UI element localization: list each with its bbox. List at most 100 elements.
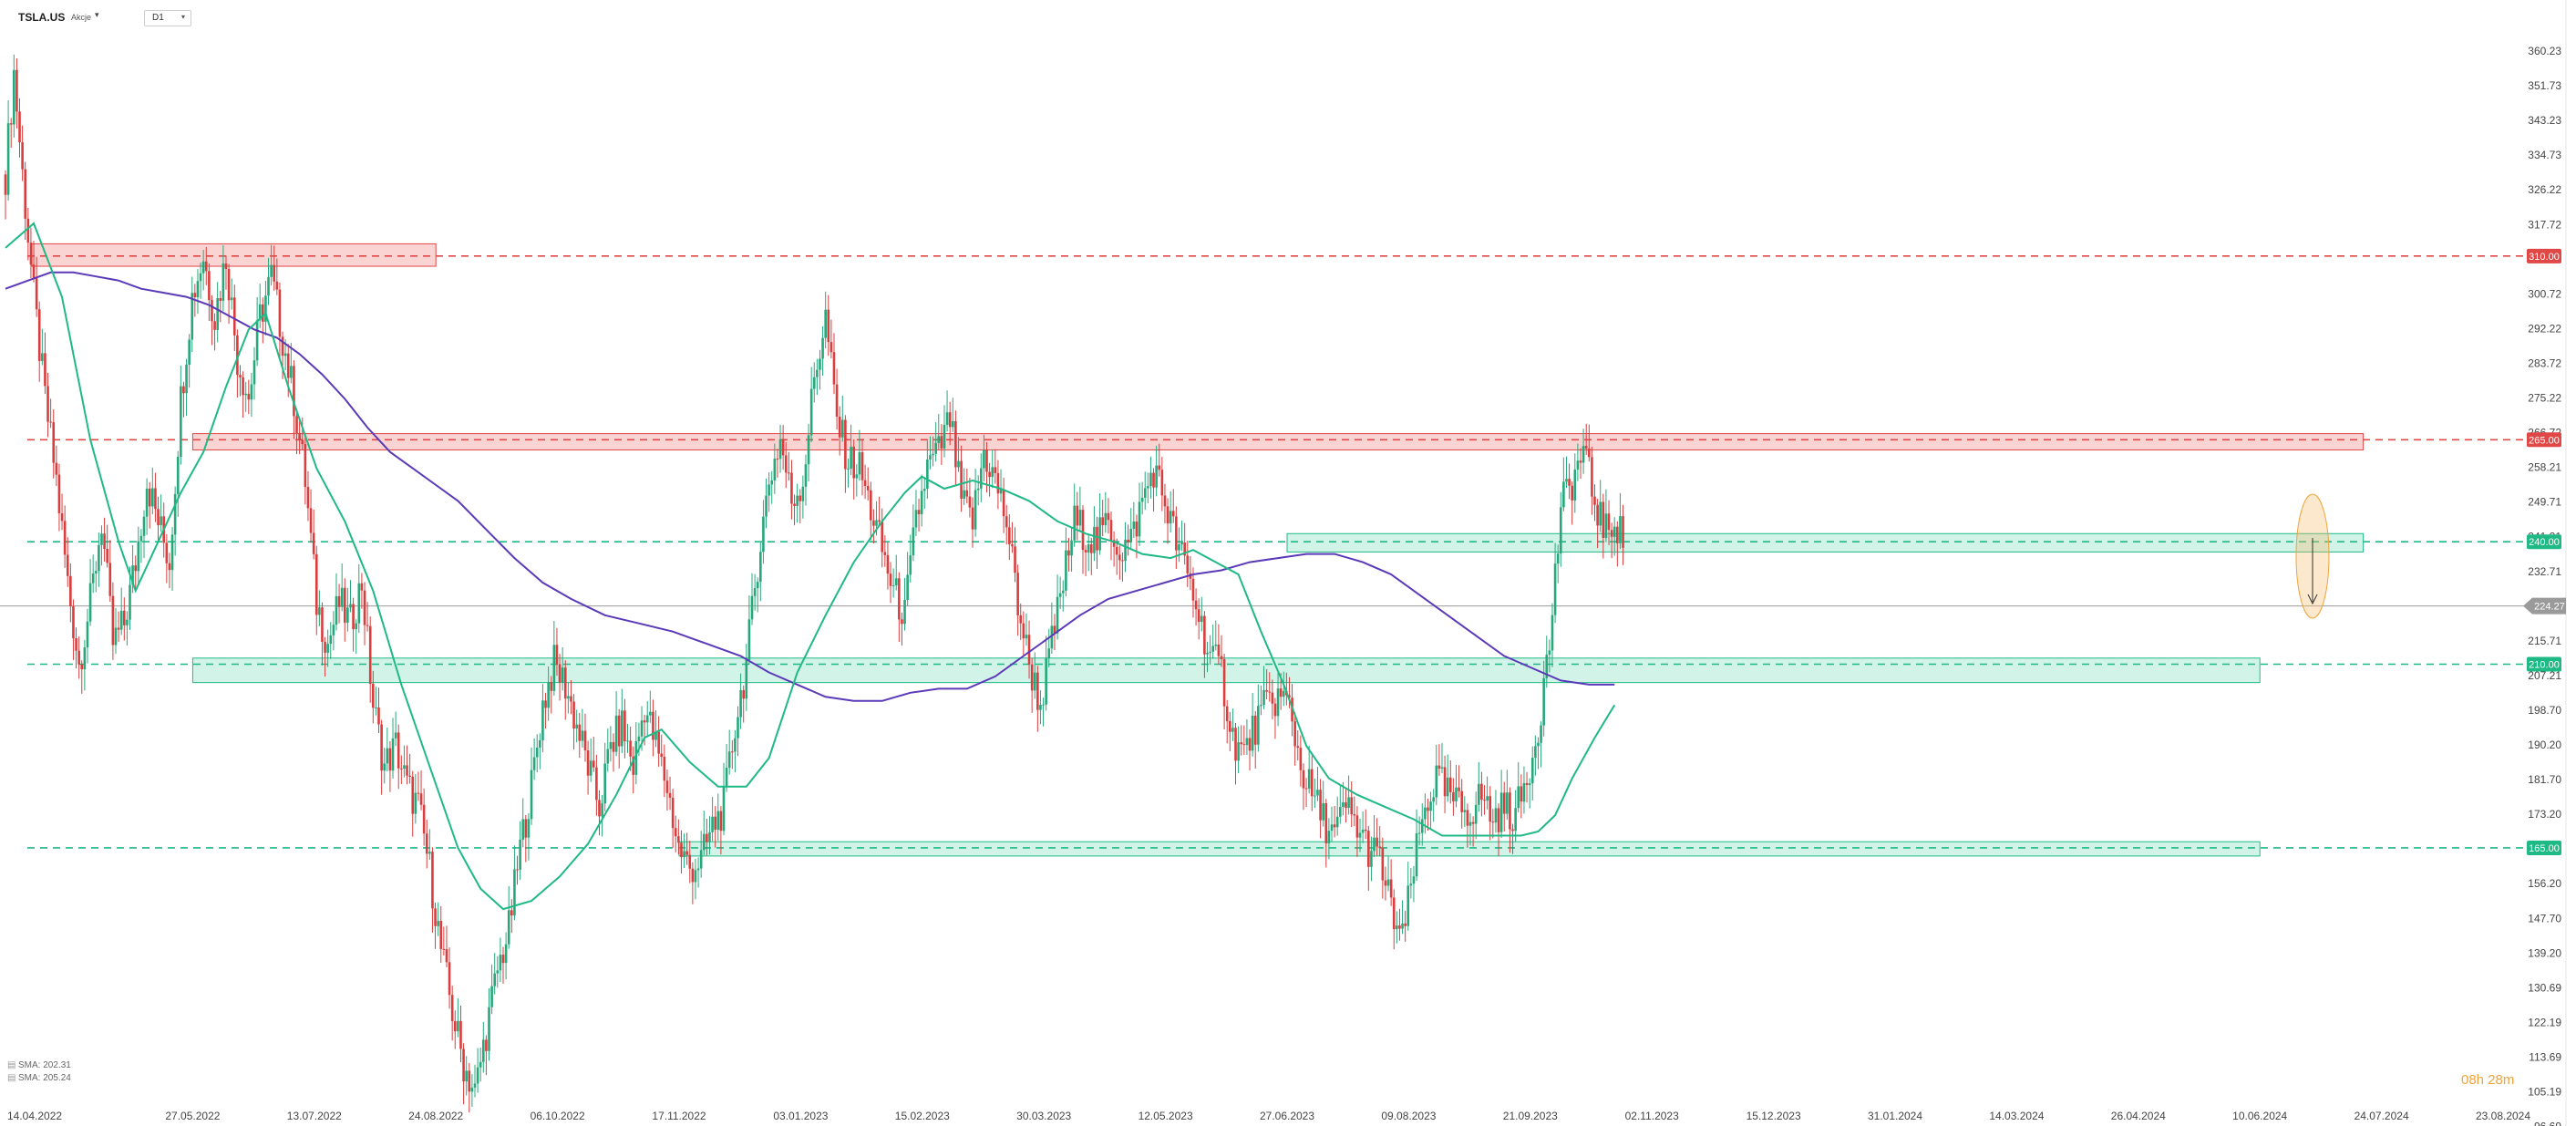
candle-up [1599, 501, 1602, 526]
candle-up [1257, 706, 1260, 745]
chevron-down-icon[interactable]: ▾ [95, 10, 99, 19]
level-tag-label: 265.00 [2529, 435, 2560, 446]
candle-down [563, 667, 567, 699]
candle-down [69, 575, 72, 606]
candle-up [753, 588, 757, 596]
candle-up [499, 955, 502, 971]
candle-up [1314, 795, 1316, 797]
candle-down [1118, 554, 1121, 561]
candle-down [368, 625, 372, 685]
candle-down [293, 366, 295, 417]
candle-down [1220, 656, 1223, 660]
candle-down [829, 342, 833, 353]
candle-up [41, 353, 44, 361]
legend-sma-slow: SMA: 205.24 [18, 1073, 71, 1083]
candle-down [306, 487, 310, 509]
candle-down [1019, 615, 1023, 624]
candle-down [1389, 879, 1393, 898]
candle-down [108, 563, 112, 596]
candle-down [377, 707, 380, 725]
level-tag [2527, 432, 2561, 448]
candle-down [32, 264, 36, 278]
candle-up [1169, 511, 1172, 524]
symbol-label[interactable]: TSLA.US [18, 11, 66, 24]
candle-up [1432, 797, 1435, 802]
candle-down [719, 811, 723, 832]
y-tick-label: 130.69 [2528, 981, 2561, 994]
candle-down [366, 625, 369, 626]
legend-row-sma-fast[interactable]: ▤ SMA: 202.31 [7, 1059, 71, 1072]
timeframe-select[interactable]: D1 ▾ [144, 10, 191, 26]
candle-down [866, 486, 870, 491]
candle-down [1355, 815, 1359, 838]
support-zone[interactable] [191, 657, 2261, 684]
candle-up [1065, 550, 1067, 591]
candle-up [951, 421, 954, 428]
support-zone[interactable] [678, 841, 2261, 857]
y-tick-label: 156.20 [2528, 877, 2561, 890]
candle-up [541, 700, 544, 740]
candle-down [1288, 695, 1291, 698]
candle-up [428, 852, 431, 854]
candle-up [1335, 816, 1339, 828]
support-zone[interactable] [1286, 532, 2365, 553]
candle-up [980, 468, 983, 489]
candle-up [329, 635, 333, 645]
candle-up [94, 571, 98, 573]
y-tick-label: 198.70 [2528, 704, 2561, 717]
candle-up [216, 297, 219, 330]
candle-down [1183, 542, 1186, 556]
candle-up [963, 490, 965, 499]
candle-up [86, 621, 89, 648]
candle-up [173, 493, 177, 535]
candle-down [360, 583, 364, 591]
candle-down [219, 297, 222, 301]
y-tick-label: 249.71 [2528, 496, 2561, 509]
x-tick-label: 06.10.2022 [531, 1110, 585, 1122]
candle-down [224, 263, 228, 269]
candle-down [57, 474, 61, 513]
resistance-zone[interactable] [31, 243, 437, 267]
candle-down [781, 439, 785, 456]
candle-down [1089, 543, 1093, 553]
candle-up [493, 973, 497, 987]
candle-up [745, 659, 748, 699]
sma-fast-line [5, 222, 1616, 911]
candle-up [326, 644, 329, 653]
candle-up [1409, 883, 1413, 886]
candle-down [583, 730, 587, 750]
candle-down [677, 836, 680, 843]
candle-down [15, 69, 18, 112]
candle-up [250, 384, 253, 400]
candle-up [1358, 832, 1362, 838]
candle-down [971, 507, 974, 530]
candle-up [1514, 808, 1517, 832]
legend-row-sma-slow[interactable]: ▤ SMA: 205.24 [7, 1072, 71, 1085]
candle-down [1471, 821, 1475, 824]
resistance-zone[interactable] [191, 433, 2365, 450]
candle-down [165, 542, 169, 563]
sma-slow-line [5, 271, 1615, 702]
candle-down [262, 304, 264, 322]
candle-up [403, 765, 406, 770]
candle-up [796, 495, 799, 506]
candle-down [213, 321, 216, 330]
candle-up [1556, 553, 1560, 564]
candle-up [1576, 460, 1580, 470]
candle-up [891, 585, 895, 587]
candle-up [812, 377, 816, 389]
candle-up [768, 484, 770, 496]
x-tick-label: 24.08.2022 [408, 1110, 463, 1122]
y-tick-label: 207.21 [2528, 669, 2561, 682]
candle-down [691, 868, 695, 883]
y-tick-label: 113.69 [2529, 1050, 2561, 1063]
candle-down [459, 1020, 462, 1049]
candle-down [680, 842, 683, 858]
candle-up [1042, 704, 1045, 706]
candle-down [742, 689, 746, 699]
candle-down [1175, 516, 1178, 551]
candle-up [490, 986, 493, 1007]
candle-down [309, 508, 313, 533]
candle-down [380, 724, 383, 771]
